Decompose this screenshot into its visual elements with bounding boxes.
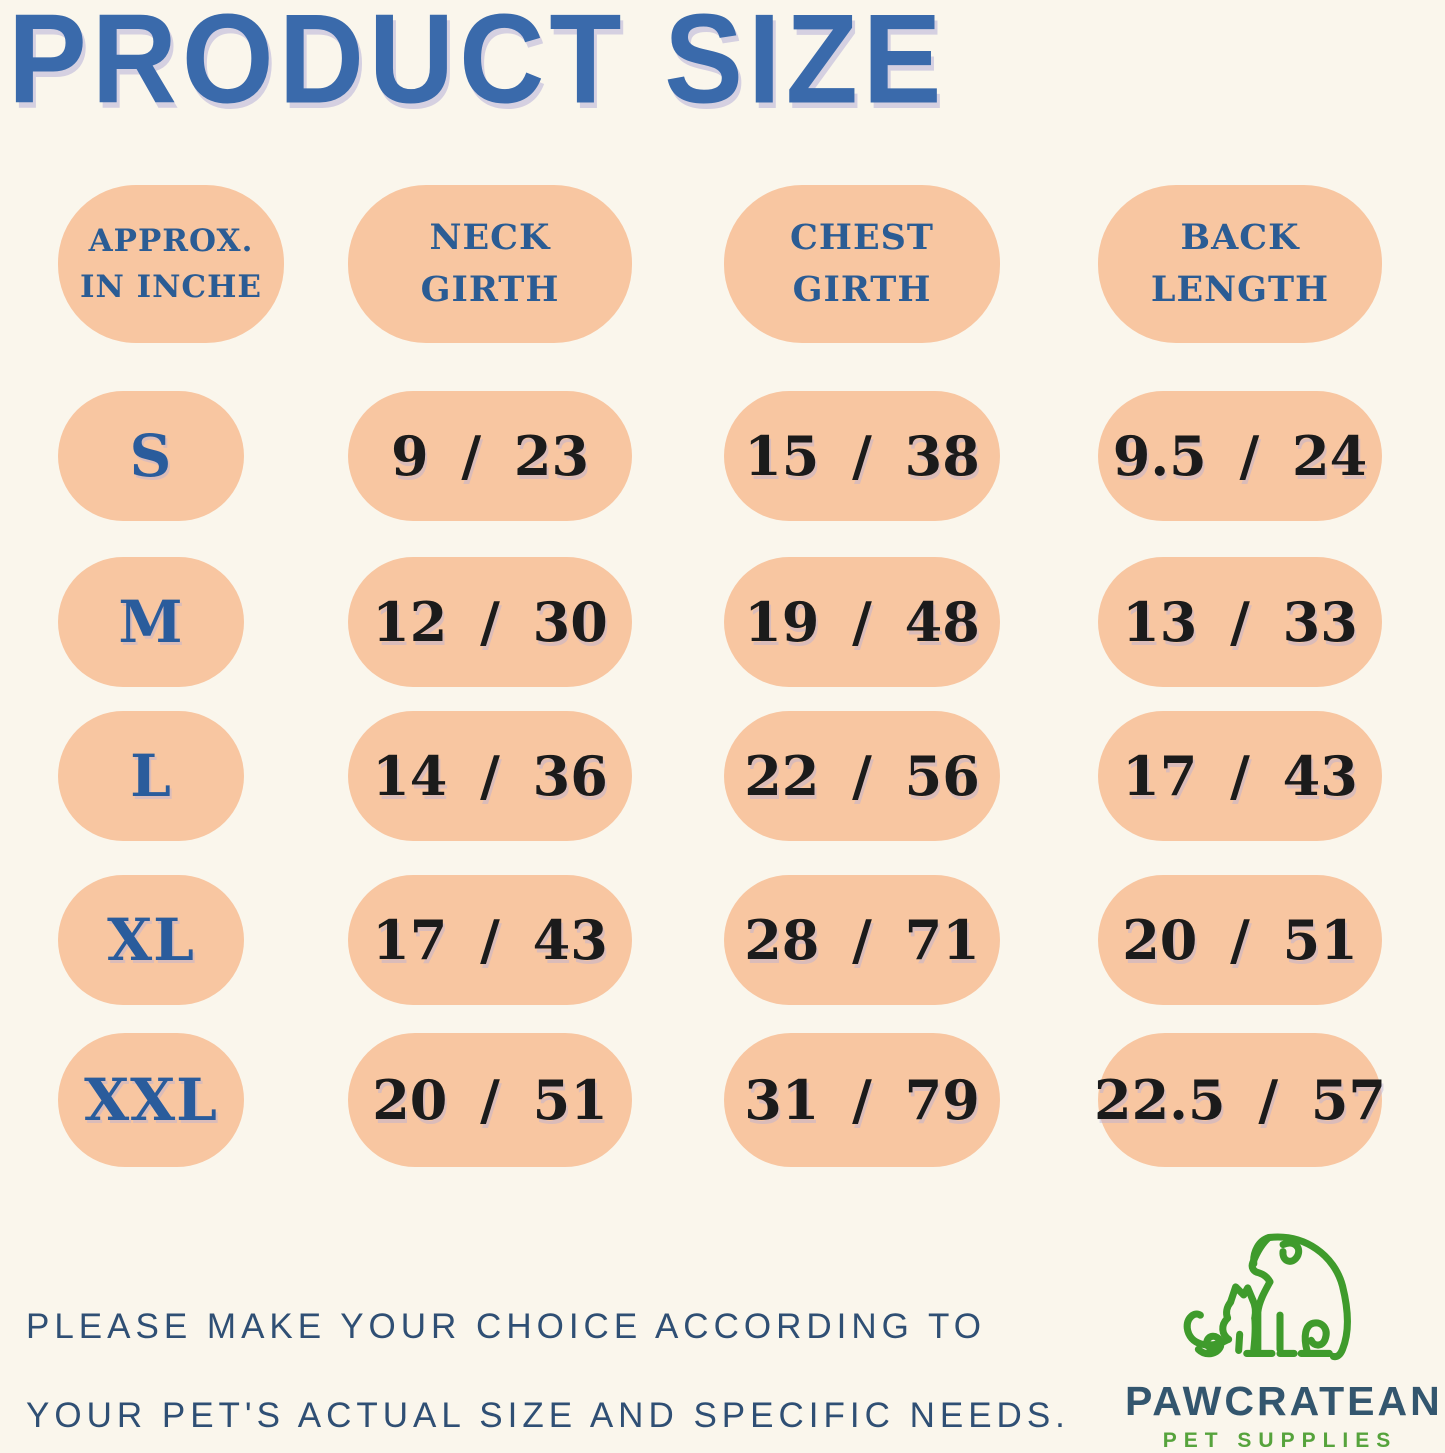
- neck-girth-cell: 9 / 23: [348, 391, 632, 521]
- chest-girth-cell: 31 / 79: [724, 1033, 1000, 1167]
- header-label: CHEST: [790, 216, 934, 258]
- table-row-m: M 12 / 30 19 / 48 13 / 33: [58, 557, 1388, 687]
- chest-girth-cell: 28 / 71: [724, 875, 1000, 1005]
- brand-tagline: PET SUPPLIES: [1162, 1429, 1398, 1452]
- dog-and-cat-line-art-icon: [1183, 1233, 1351, 1361]
- table-row-xl: XL 17 / 43 28 / 71 20 / 51: [58, 875, 1388, 1005]
- table-header-row: APPROX. IN INCHE NECK GIRTH CHEST GIRTH …: [58, 185, 1388, 343]
- header-label: APPROX.: [88, 222, 254, 259]
- chest-girth-cell: 19 / 48: [724, 557, 1000, 687]
- size-label-cell: M: [58, 557, 244, 687]
- page-title: PRODUCT SIZE: [8, 0, 947, 131]
- size-table: APPROX. IN INCHE NECK GIRTH CHEST GIRTH …: [58, 185, 1388, 1167]
- disclaimer-note: PLEASE MAKE YOUR CHOICE ACCORDING TO YOU…: [26, 1282, 1070, 1453]
- disclaimer-line-2: YOUR PET'S ACTUAL SIZE AND SPECIFIC NEED…: [26, 1396, 1070, 1436]
- disclaimer-line-1: PLEASE MAKE YOUR CHOICE ACCORDING TO: [26, 1307, 986, 1346]
- header-label: LENGTH: [1150, 269, 1330, 310]
- brand-logo: PAWCRATEAN PET SUPPLIES: [1125, 1218, 1443, 1453]
- header-label: BACK: [1180, 216, 1300, 258]
- table-row-xxl: XXL 20 / 51 31 / 79 22.5 / 57: [58, 1033, 1388, 1167]
- header-label: GIRTH: [420, 269, 560, 310]
- chest-girth-cell: 15 / 38: [724, 391, 1000, 521]
- neck-girth-cell: 12 / 30: [348, 557, 632, 687]
- size-label-cell: L: [58, 711, 244, 841]
- back-length-cell: 22.5 / 57: [1094, 1033, 1386, 1167]
- header-back-length: BACK LENGTH: [1098, 185, 1382, 343]
- back-length-cell: 20 / 51: [1098, 875, 1382, 1005]
- brand-name: PAWCRATEAN: [1125, 1378, 1443, 1424]
- header-label: IN INCHE: [79, 269, 263, 305]
- header-label: NECK: [429, 216, 551, 258]
- chest-girth-cell: 22 / 56: [724, 711, 1000, 841]
- table-row-l: L 14 / 36 22 / 56 17 / 43: [58, 711, 1388, 841]
- back-length-cell: 17 / 43: [1098, 711, 1382, 841]
- header-approx-in-inches: APPROX. IN INCHE: [58, 185, 284, 343]
- header-neck-girth: NECK GIRTH: [348, 185, 632, 343]
- neck-girth-cell: 20 / 51: [348, 1033, 632, 1167]
- table-row-s: S 9 / 23 15 / 38 9.5 / 24: [58, 391, 1388, 521]
- neck-girth-cell: 17 / 43: [348, 875, 632, 1005]
- back-length-cell: 9.5 / 24: [1098, 391, 1382, 521]
- size-label-cell: XL: [58, 875, 244, 1005]
- size-label-cell: S: [58, 391, 244, 521]
- neck-girth-cell: 14 / 36: [348, 711, 632, 841]
- back-length-cell: 13 / 33: [1098, 557, 1382, 687]
- header-chest-girth: CHEST GIRTH: [724, 185, 1000, 343]
- header-label: GIRTH: [792, 269, 932, 310]
- size-label-cell: XXL: [58, 1033, 244, 1167]
